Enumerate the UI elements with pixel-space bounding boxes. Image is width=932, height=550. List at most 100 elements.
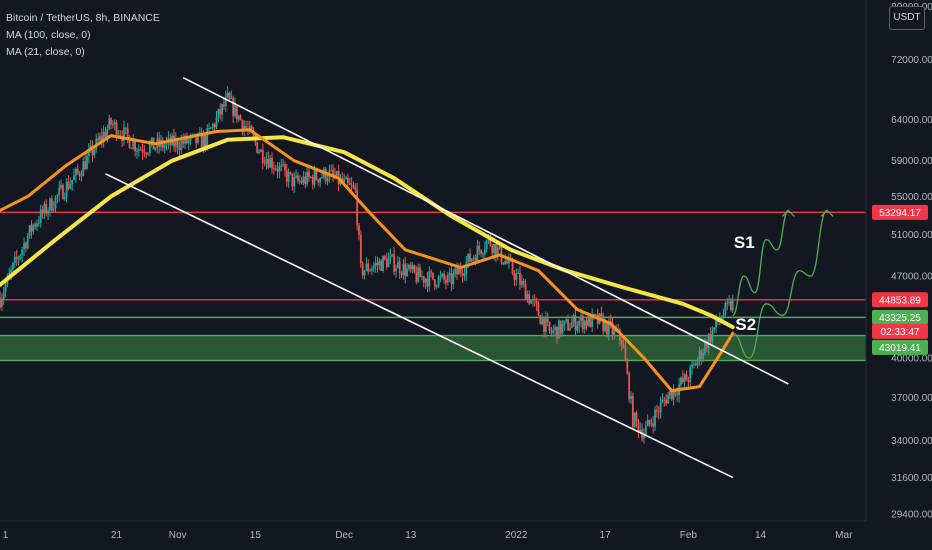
candle-up [654,410,656,427]
candle-down [631,395,634,427]
candle-down [143,152,146,154]
price-tag-bg [872,309,928,325]
candle-down [30,225,33,232]
candle-up [65,181,68,198]
candle-up [280,164,283,166]
ma21-legend[interactable]: MA (21, close, 0) [6,46,85,58]
candle-down [223,104,225,107]
candle-up [12,262,14,270]
candle-down [681,377,684,383]
ma21-line [0,128,735,393]
candle-up [295,175,297,178]
candle-down [502,262,505,265]
candle-down [602,316,605,332]
candle-up [243,126,246,131]
candle-up [363,270,366,276]
candle-up [32,224,35,232]
x-tick-label: 1 [3,530,9,541]
candle-up [504,261,507,265]
scenario-arrowhead [820,209,834,217]
y-tick-label: 64000.00 [891,115,932,126]
candle-up [532,299,534,301]
candle-down [204,134,207,147]
ma100-line [0,135,735,330]
candle-down [178,148,181,150]
candle-down [546,318,549,322]
candle-up [132,141,135,149]
candle-up [417,267,420,282]
candle-up [387,257,390,268]
candle-down [450,273,453,285]
currency-unit-button[interactable]: USDT [889,6,925,30]
ma100-legend[interactable]: MA (100, close, 0) [6,29,91,41]
candle-up [493,243,495,254]
candle-up [113,122,116,125]
candle-down [528,294,531,304]
candle-down [124,127,127,129]
candle-up [704,342,706,354]
candle-up [0,298,3,308]
candle-up [441,273,444,277]
candle-up [202,134,205,148]
candle-down [261,149,264,163]
candle-up [298,180,301,182]
candle-down [705,342,708,349]
candle-up [49,198,51,211]
candle-down [567,319,569,331]
scenario-path-s2 [732,209,828,359]
candle-down [380,261,383,271]
candle-up [23,243,25,250]
candle-up [306,171,309,185]
candle-down [400,273,403,275]
candle-down [537,304,540,316]
candle-up [8,273,11,276]
candle-up [607,320,610,335]
candle-down [34,224,37,227]
x-tick-label: Nov [169,530,187,541]
candle-up [60,185,62,188]
x-tick-label: Dec [335,530,353,541]
price-tag-label: 43019.41 [879,343,921,354]
candle-down [637,420,640,432]
candle-up [465,262,468,274]
candle-up [643,435,645,439]
candle-up [210,127,212,129]
candle-down [550,331,553,333]
candle-down [128,136,131,148]
candle-down [213,124,216,128]
candle-up [260,149,262,152]
candle-up [21,249,24,256]
candle-up [86,155,88,170]
candle-up [287,171,290,182]
candle-down [0,298,1,308]
x-tick-label: 2022 [505,530,528,541]
candle-down [304,176,307,185]
candle-up [265,158,268,164]
candle-up [569,328,571,331]
candle-up [711,330,714,342]
symbol-title[interactable]: Bitcoin / TetherUS, 8h, BINANCE [6,12,160,24]
candle-up [102,131,105,141]
candle-down [139,149,142,151]
candle-down [289,171,292,174]
candle-down [648,419,651,424]
candle-down [315,170,318,180]
candle-up [69,184,72,189]
candle-up [136,150,138,152]
support-zone [0,335,866,361]
candle-down [250,126,253,132]
candle-up [378,261,381,266]
candle-up [724,302,727,315]
candle-up [578,320,581,326]
candle-down [311,176,314,185]
candle-up [587,315,590,326]
x-tick-label: 17 [600,530,612,541]
candle-up [530,300,532,304]
candle-down [50,198,53,211]
candle-down [134,141,136,152]
candle-down [241,120,244,131]
candle-down [461,272,464,276]
candle-up [326,179,329,182]
